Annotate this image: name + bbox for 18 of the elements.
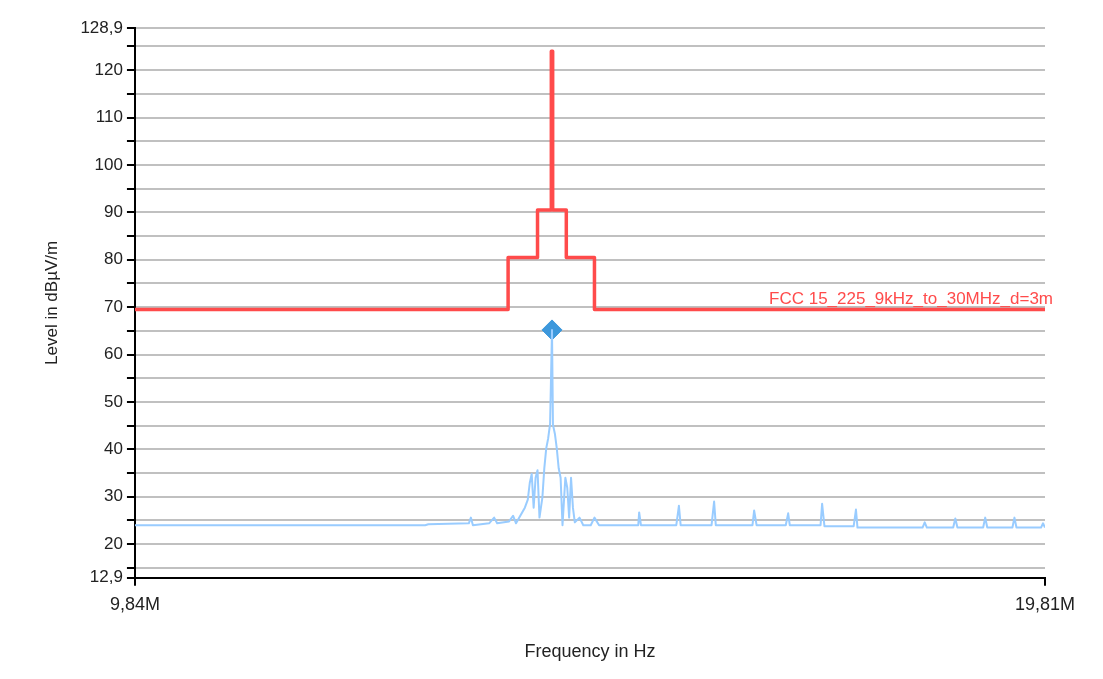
y-axis-title: Level in dBµV/m bbox=[41, 240, 61, 365]
x-tick-label: 9,84M bbox=[109, 593, 160, 614]
x-tick-label: 19,81M bbox=[1014, 593, 1076, 614]
x-axis-title: Frequency in Hz bbox=[524, 641, 656, 662]
y-tick-label: 100 bbox=[94, 154, 123, 174]
y-tick-label: 40 bbox=[104, 439, 123, 459]
y-tick-label: 70 bbox=[104, 296, 123, 316]
y-tick-label: 30 bbox=[104, 486, 123, 506]
y-tick-label: 12,9 bbox=[89, 567, 123, 587]
y-tick-label: 60 bbox=[104, 344, 123, 364]
y-tick-label: 50 bbox=[104, 391, 123, 411]
y-tick-label: 20 bbox=[104, 533, 123, 553]
series-label: FCC 15_225_9kHz_to_30MHz_d=3m bbox=[769, 288, 1053, 308]
y-tick-label: 110 bbox=[95, 107, 123, 127]
y-tick-label: 80 bbox=[104, 249, 123, 269]
y-tick-label: 90 bbox=[104, 202, 123, 222]
y-tick-label: 128,9 bbox=[80, 17, 123, 37]
y-tick-label: 120 bbox=[94, 59, 123, 79]
